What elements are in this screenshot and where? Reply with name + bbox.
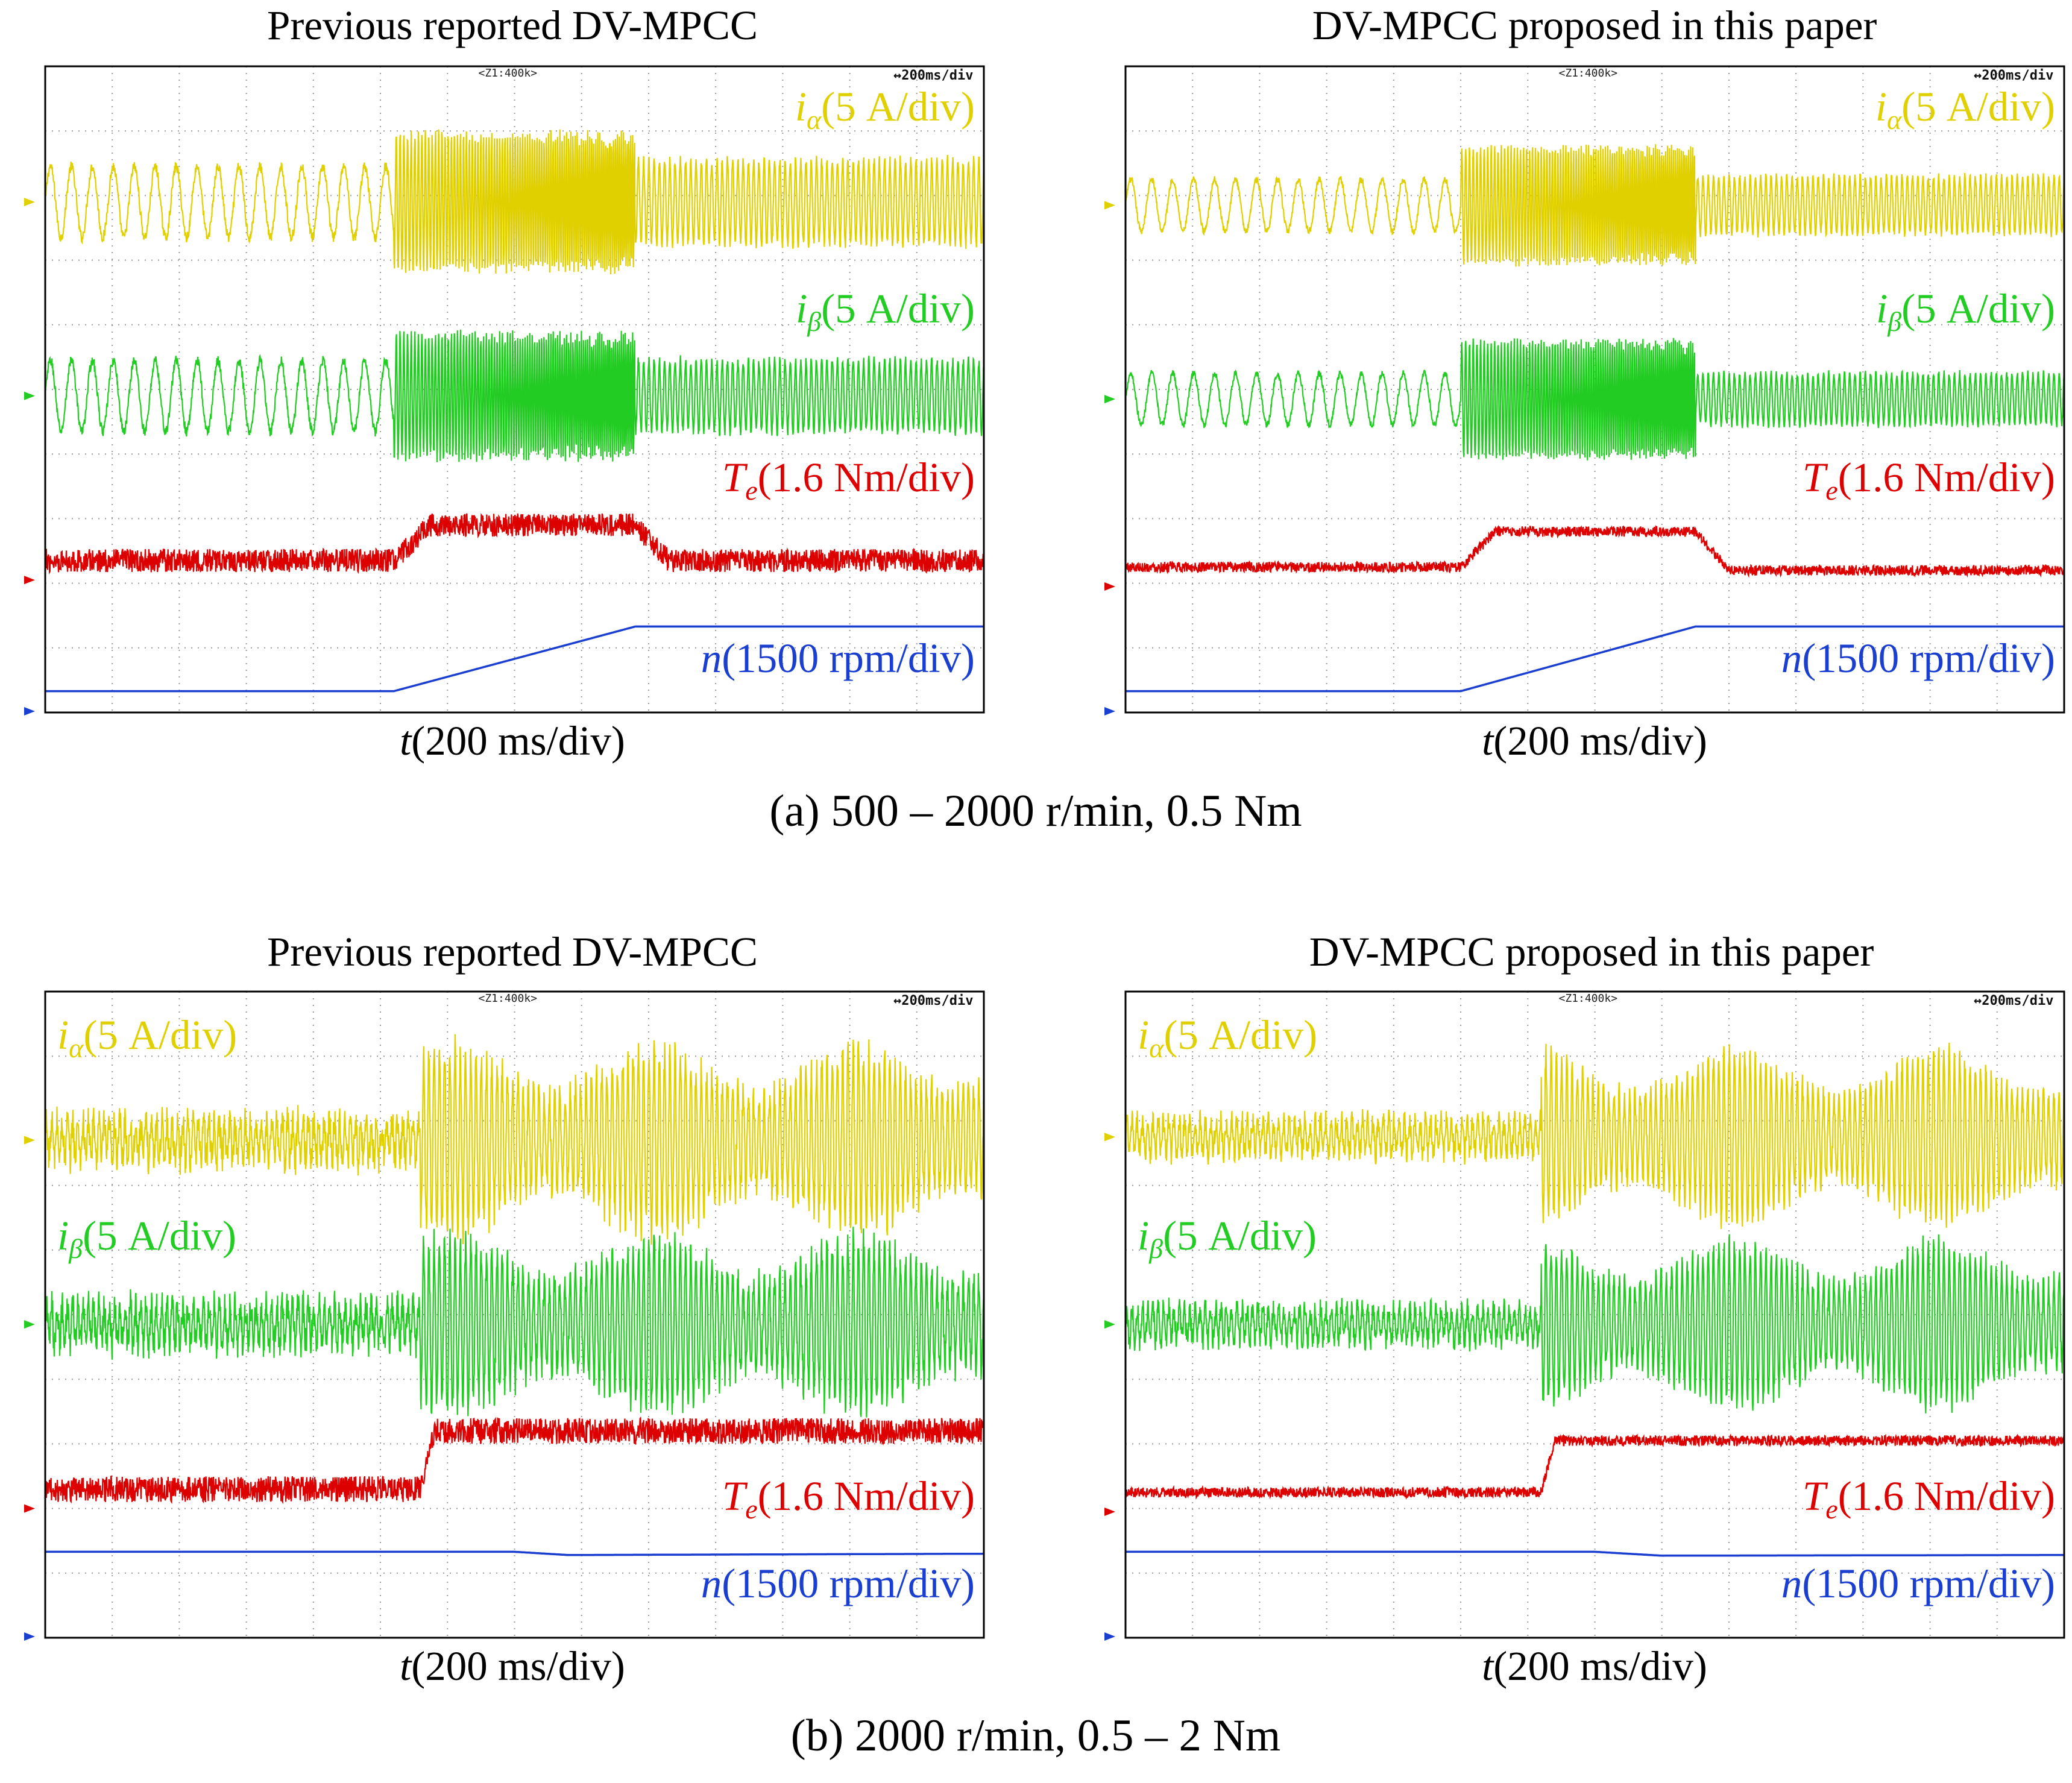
channel-marker — [24, 1504, 35, 1513]
timebase-readout: ↔200ms/div — [1974, 68, 2053, 83]
scope-border — [1124, 65, 2065, 714]
plot-title-b-prop: DV-MPCC proposed in this paper — [1309, 929, 1874, 975]
trace-n — [45, 625, 984, 693]
trace-n — [1126, 1550, 2064, 1557]
trace-label-T-e: Te(1.6 Nm/div) — [1803, 1473, 2055, 1524]
trace-label-T-e: Te(1.6 Nm/div) — [1803, 454, 2055, 506]
channel-marker — [1104, 707, 1115, 715]
trace-label-n: n(1500 rpm/div) — [701, 635, 975, 681]
scope-panel-b-prev: <Z1:400k> ↔200ms/div iα(5 A/div) iβ(5 A/div… — [24, 990, 985, 1641]
trace-label-i-β: iβ(5 A/div) — [57, 1213, 236, 1264]
trace-n — [45, 1550, 984, 1556]
trace-iβ — [1124, 338, 2065, 461]
trace-Te — [44, 1417, 985, 1505]
scope-border — [44, 65, 985, 714]
timebase-readout: ↔200ms/div — [893, 68, 973, 83]
channel-marker — [24, 391, 35, 400]
plot-title-a-prop: DV-MPCC proposed in this paper — [1312, 2, 1877, 48]
plot-title-b-prev: Previous reported DV-MPCC — [267, 929, 758, 975]
xlabel-a-prop: t(200 ms/div) — [1482, 718, 1707, 764]
timebase-readout: ↔200ms/div — [1974, 993, 2053, 1008]
channel-marker — [1104, 1507, 1115, 1516]
trace-label-n: n(1500 rpm/div) — [701, 1561, 975, 1606]
zoom-readout: <Z1:400k> — [1559, 67, 1618, 80]
trace-iα — [44, 129, 985, 275]
channel-marker — [24, 1632, 35, 1641]
scope-border — [44, 990, 985, 1639]
xlabel-b-prop: t(200 ms/div) — [1482, 1643, 1707, 1689]
trace-label-i-α: iα(5 A/div) — [795, 84, 975, 135]
xlabel-a-prev-text: (200 ms/div) — [411, 718, 625, 764]
trace-label-i-α: iα(5 A/div) — [1138, 1012, 1317, 1063]
channel-marker — [24, 576, 35, 585]
xlabel-b-prop-text: (200 ms/div) — [1493, 1643, 1707, 1689]
trace-iα — [1124, 144, 2065, 267]
trace-Te — [44, 512, 985, 575]
zoom-readout: <Z1:400k> — [1559, 992, 1618, 1005]
trace-iα — [1124, 1042, 2065, 1229]
xlabel-a-prop-text: (200 ms/div) — [1493, 718, 1707, 764]
caption-b: (b) 2000 r/min, 0.5 – 2 Nm — [790, 1711, 1281, 1761]
xlabel-b-prev: t(200 ms/div) — [400, 1643, 625, 1689]
trace-iβ — [44, 1227, 985, 1418]
caption-a: (a) 500 – 2000 r/min, 0.5 Nm — [769, 786, 1302, 836]
trace-label-T-e: Te(1.6 Nm/div) — [722, 1473, 975, 1524]
trace-iβ — [1124, 1234, 2065, 1414]
trace-label-i-α: iα(5 A/div) — [1875, 84, 2055, 135]
channel-marker — [1104, 1133, 1115, 1142]
scope-panel-b-prop: <Z1:400k> ↔200ms/div iα(5 A/div) iβ(5 A/div… — [1104, 990, 2065, 1641]
trace-label-i-β: iβ(5 A/div) — [796, 286, 975, 337]
channel-marker — [24, 1136, 35, 1145]
trace-label-T-e: Te(1.6 Nm/div) — [722, 454, 975, 506]
trace-label-n: n(1500 rpm/div) — [1781, 1561, 2055, 1606]
trace-label-i-β: iβ(5 A/div) — [1138, 1213, 1317, 1264]
channel-marker — [1104, 1320, 1115, 1329]
zoom-readout: <Z1:400k> — [479, 992, 538, 1005]
channel-marker — [1104, 201, 1115, 210]
trace-label-i-β: iβ(5 A/div) — [1876, 286, 2055, 337]
trace-n — [1126, 625, 2064, 693]
timebase-readout: ↔200ms/div — [893, 993, 973, 1008]
plot-title-a-prev: Previous reported DV-MPCC — [267, 2, 758, 48]
channel-marker — [24, 1320, 35, 1329]
channel-marker — [24, 198, 35, 207]
trace-iβ — [44, 329, 985, 462]
channel-marker — [1104, 582, 1115, 591]
xlabel-a-prev: t(200 ms/div) — [400, 718, 625, 764]
zoom-readout: <Z1:400k> — [479, 67, 538, 80]
trace-iα — [44, 1034, 984, 1245]
trace-label-n: n(1500 rpm/div) — [1781, 635, 2055, 681]
channel-marker — [1104, 1632, 1115, 1641]
xlabel-b-prev-text: (200 ms/div) — [411, 1643, 625, 1689]
trace-Te — [1124, 1433, 2065, 1500]
channel-marker — [24, 707, 35, 715]
scope-border — [1124, 990, 2065, 1639]
channel-marker — [1104, 395, 1115, 404]
trace-Te — [1124, 524, 2065, 578]
trace-label-i-α: iα(5 A/div) — [57, 1012, 237, 1063]
